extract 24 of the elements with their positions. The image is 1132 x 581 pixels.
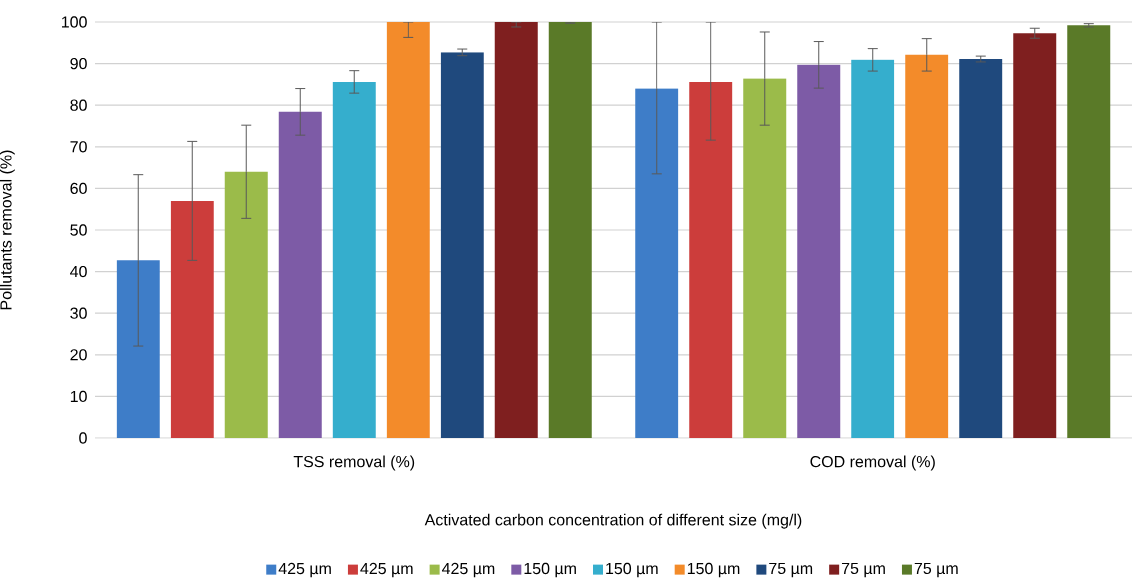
x-tick-label: TSS removal (%) — [293, 455, 415, 471]
x-tick-label: COD removal (%) — [810, 455, 935, 471]
y-tick-label: 10 — [70, 390, 87, 403]
y-tick-label: 30 — [70, 307, 87, 319]
y-axis-title: Pollutants removal (%) — [0, 150, 15, 310]
legend-label: 150 µm — [606, 562, 658, 578]
y-tick-label: 0 — [79, 432, 87, 444]
y-tick-label: 80 — [70, 99, 87, 111]
legend-label: 75 µm — [914, 562, 958, 578]
y-tick-label: 60 — [70, 182, 87, 195]
legend-label: 75 µm — [841, 562, 885, 578]
y-tick-label: 100 — [62, 16, 87, 28]
legend-label: 425 µm — [278, 562, 331, 578]
legend-label: 425 µm — [441, 562, 495, 578]
y-tick-label: 70 — [70, 141, 87, 153]
x-axis-title: Activated carbon concentration of different size (mg/l) — [424, 513, 802, 529]
legend-label: 150 µm — [687, 562, 740, 578]
legend-label: 425 µm — [360, 562, 413, 578]
legend-label: 150 µm — [524, 562, 576, 578]
legend-label: 75 µm — [769, 562, 813, 578]
y-tick-label: 50 — [70, 224, 87, 236]
y-tick-label: 40 — [70, 265, 87, 278]
y-tick-label: 20 — [70, 349, 87, 361]
y-tick-label: 90 — [70, 57, 87, 70]
